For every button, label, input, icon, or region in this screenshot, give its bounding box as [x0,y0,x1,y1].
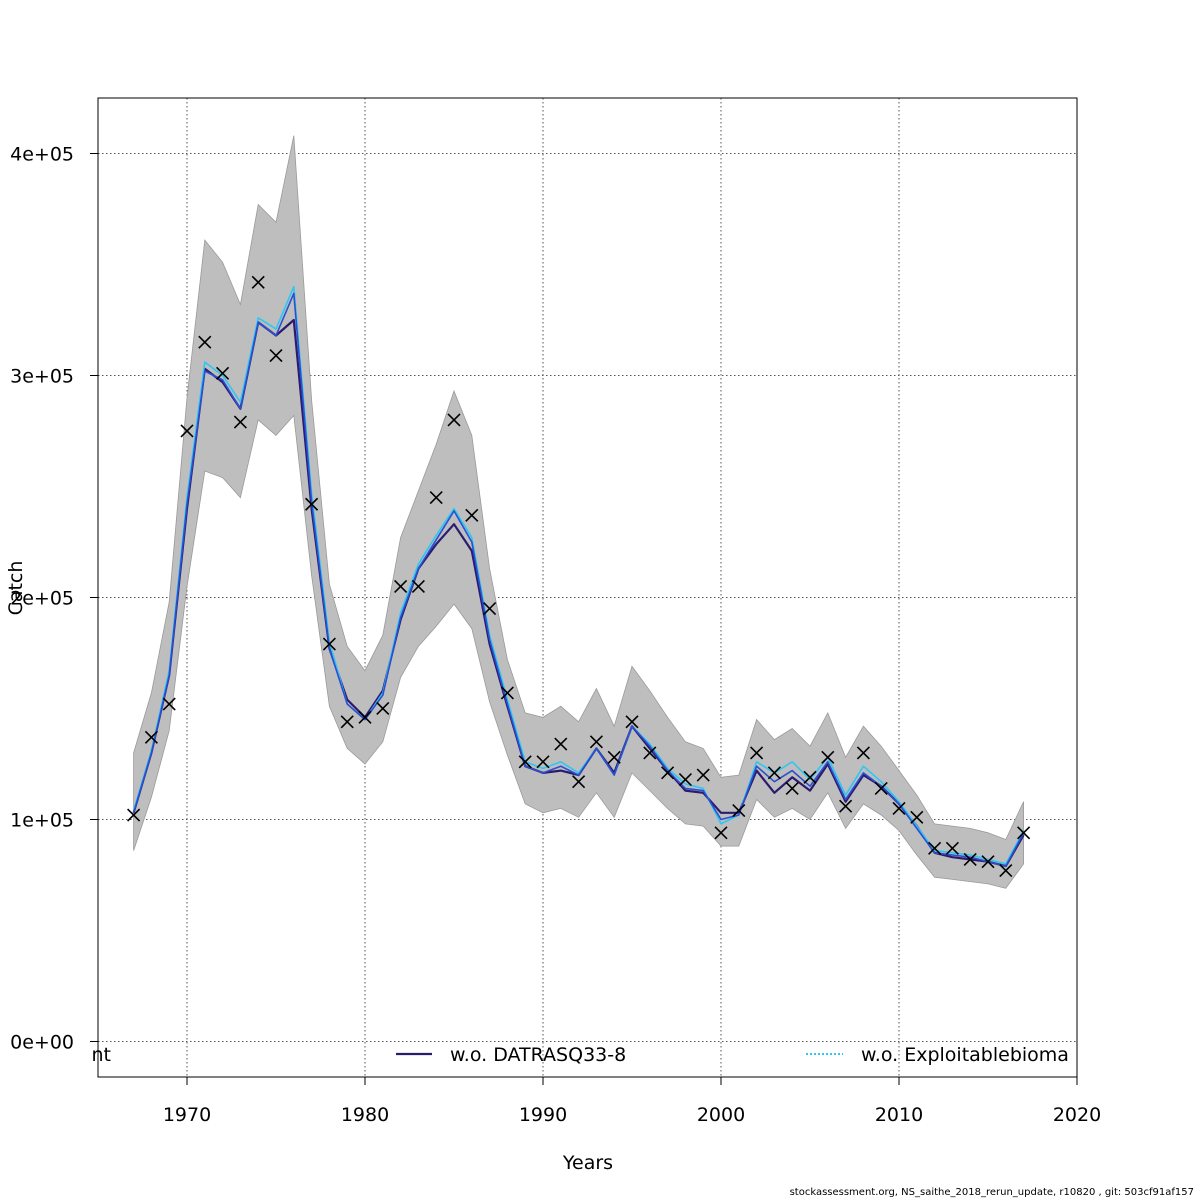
observation-point [269,348,283,363]
observation-point [447,413,461,427]
series-line-3 [132,292,1025,867]
observation-point [429,491,443,505]
observation-point [661,766,675,780]
observation-point [714,826,728,840]
observation-point [856,746,870,760]
x-tick-label: 2020 [1053,1104,1101,1126]
y-tick-label: 0e+00 [10,1031,74,1053]
x-axis-title: Years [562,1152,613,1174]
observation-point [216,366,230,380]
observation-point [358,710,372,724]
observation-point [322,637,336,651]
observation-point [607,750,621,764]
observation-point [536,755,550,769]
observation-point [874,781,888,795]
x-tick-label: 2000 [697,1104,745,1126]
y-tick-label: 4e+05 [10,143,74,165]
observation-point [554,737,568,751]
observation-point [483,602,497,616]
observation-point [785,781,799,795]
y-tick-label: 2e+05 [10,587,74,609]
observation-point [376,701,390,716]
observation-points-layer [127,275,1031,878]
observation-point [625,715,639,729]
observation-point [500,686,514,700]
legend-label: w.o. DATRASQ33-8 [450,1044,626,1066]
x-tick-label: 1970 [163,1104,211,1126]
observation-point [945,841,959,855]
observation-point [198,335,212,349]
observation-point [465,508,479,522]
observation-point [839,799,853,813]
observation-point [910,810,924,824]
observation-point [233,415,247,429]
grid-lines [98,98,1078,1077]
observation-point [162,697,176,711]
observation-point [144,730,158,744]
legend-label: nt [92,1044,112,1066]
observation-point [411,579,425,593]
observation-point [251,275,265,289]
observation-point [589,735,603,749]
observation-point [305,497,319,511]
legend-label: w.o. Exploitablebioma [861,1044,1069,1066]
observation-point [340,715,354,729]
observation-point [696,768,710,782]
plot-frame [97,97,1078,1078]
x-tick-label: 1990 [519,1104,567,1126]
y-axis: 0e+00 1e+05 2e+05 3e+05 4e+05 [10,143,98,1053]
observation-point [750,746,764,760]
observation-point [643,746,657,760]
y-tick-label: 1e+05 [10,809,74,831]
observation-point [981,855,995,869]
observation-point [678,772,692,787]
observation-point [518,755,532,769]
observation-point [928,841,942,855]
observation-point [999,863,1013,878]
confidence-band [133,135,1024,889]
observation-point [821,750,835,764]
observation-point [1017,826,1031,840]
observation-point [732,804,746,818]
legend: nt w.o. DATRASQ33-8 w.o. Exploitablebioma [92,1044,1069,1066]
series-line-2 [132,285,1025,865]
x-axis: 1970 1980 1990 2000 2010 2020 [163,1077,1101,1126]
observation-point [963,852,977,867]
y-tick-label: 3e+05 [10,365,74,387]
observation-point [892,801,906,815]
observation-point [803,770,817,784]
y-axis-title: Catch [5,561,27,616]
observation-point [180,424,194,438]
observation-point [572,775,586,789]
x-tick-label: 1980 [341,1104,389,1126]
x-tick-label: 2010 [875,1104,923,1126]
observation-point [767,766,781,780]
observation-point [394,579,408,593]
observation-point [127,808,141,822]
confidence-band-layer [133,135,1024,889]
footer-note: stockassessment.org, NS_saithe_2018_reru… [789,1187,1194,1198]
